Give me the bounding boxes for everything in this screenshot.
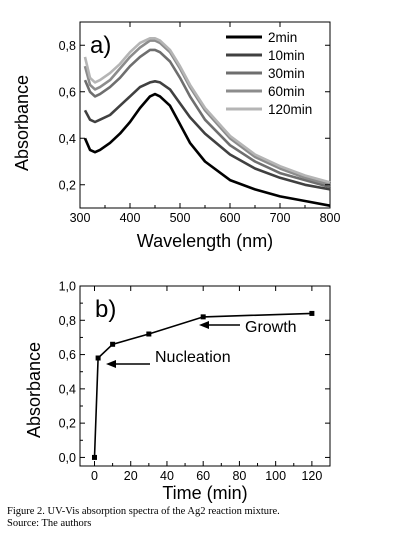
- series-line-10min: [83, 80, 331, 191]
- annotation-arrowhead-growth: [199, 321, 209, 329]
- panel-a-legend: 2min 10min 30min 60min 120min: [226, 30, 312, 117]
- x-tick-label: 700: [270, 211, 291, 225]
- data-point: [146, 331, 152, 337]
- legend-label-120min: 120min: [268, 102, 312, 117]
- annotation-growth: Growth: [245, 319, 297, 336]
- data-point: [95, 355, 101, 361]
- caption-line-1: Figure 2. UV-Vis absorption spectra of t…: [7, 506, 280, 517]
- data-point: [110, 341, 116, 347]
- panel-a-y-axis-label: Absorbance: [12, 75, 32, 171]
- panel-b-x-axis-label: Time (min): [162, 483, 247, 503]
- x-tick-label: 60: [196, 469, 210, 483]
- y-tick-label: 0,8: [59, 39, 76, 53]
- y-tick-label: 0,6: [59, 85, 76, 99]
- y-tick-label: 0,2: [59, 417, 76, 431]
- x-tick-label: 100: [265, 469, 286, 483]
- series-line-120min: [83, 37, 331, 184]
- y-tick-label: 0,2: [59, 178, 76, 192]
- x-tick-label: 300: [70, 211, 91, 225]
- y-tick-label: 0,0: [59, 451, 76, 465]
- data-point: [200, 314, 206, 320]
- data-point: [309, 310, 315, 316]
- series-line-absorbance: [93, 312, 312, 458]
- x-tick-label: 20: [124, 469, 138, 483]
- series-line-2min: [83, 92, 331, 207]
- panel-b: 0 20 40 60 80 100 120 0,0 0,2 0,4 0,6 0,8 1,0 Nucle…: [24, 280, 331, 503]
- panel-b-label: b): [95, 296, 116, 323]
- panel-b-y-axis-label: Absorbance: [24, 342, 44, 438]
- y-tick-label: 0,8: [59, 314, 76, 328]
- series-line-60min: [83, 39, 331, 187]
- x-tick-label: 0: [91, 469, 98, 483]
- series-line-30min: [83, 48, 331, 189]
- x-tick-label: 600: [220, 211, 241, 225]
- data-point: [91, 454, 97, 460]
- x-tick-label: 400: [120, 211, 141, 225]
- y-tick-label: 0,6: [59, 348, 76, 362]
- x-tick-label: 40: [160, 469, 174, 483]
- y-tick-label: 1,0: [59, 280, 76, 294]
- annotation-arrowhead-nucleation: [106, 360, 116, 368]
- figure: 300 400 500 600 700 800 0,20,40,60,8 2min10mi…: [12, 21, 341, 503]
- legend-label-2min: 2min: [268, 30, 297, 45]
- legend-label-60min: 60min: [268, 84, 305, 99]
- x-tick-label: 80: [232, 469, 246, 483]
- y-tick-label: 0,4: [59, 132, 76, 146]
- legend-label-30min: 30min: [268, 66, 305, 81]
- x-tick-label: 500: [170, 211, 191, 225]
- figure-caption: Figure 2. UV-Vis absorption spectra of t…: [7, 506, 397, 530]
- caption-line-2: Source: The authors: [7, 518, 92, 529]
- panel-b-plot-frame: [79, 285, 331, 467]
- legend-label-10min: 10min: [268, 48, 305, 63]
- y-tick-label: 0,4: [59, 382, 76, 396]
- panel-a: 300 400 500 600 700 800 0,2 0,4 0,6 0,8 2min 10mi…: [12, 21, 341, 251]
- panel-a-label: a): [90, 32, 111, 59]
- annotation-nucleation: Nucleation: [155, 349, 231, 366]
- x-tick-label: 120: [301, 469, 322, 483]
- panel-a-x-axis-label: Wavelength (nm): [137, 231, 273, 251]
- x-tick-label: 800: [320, 211, 341, 225]
